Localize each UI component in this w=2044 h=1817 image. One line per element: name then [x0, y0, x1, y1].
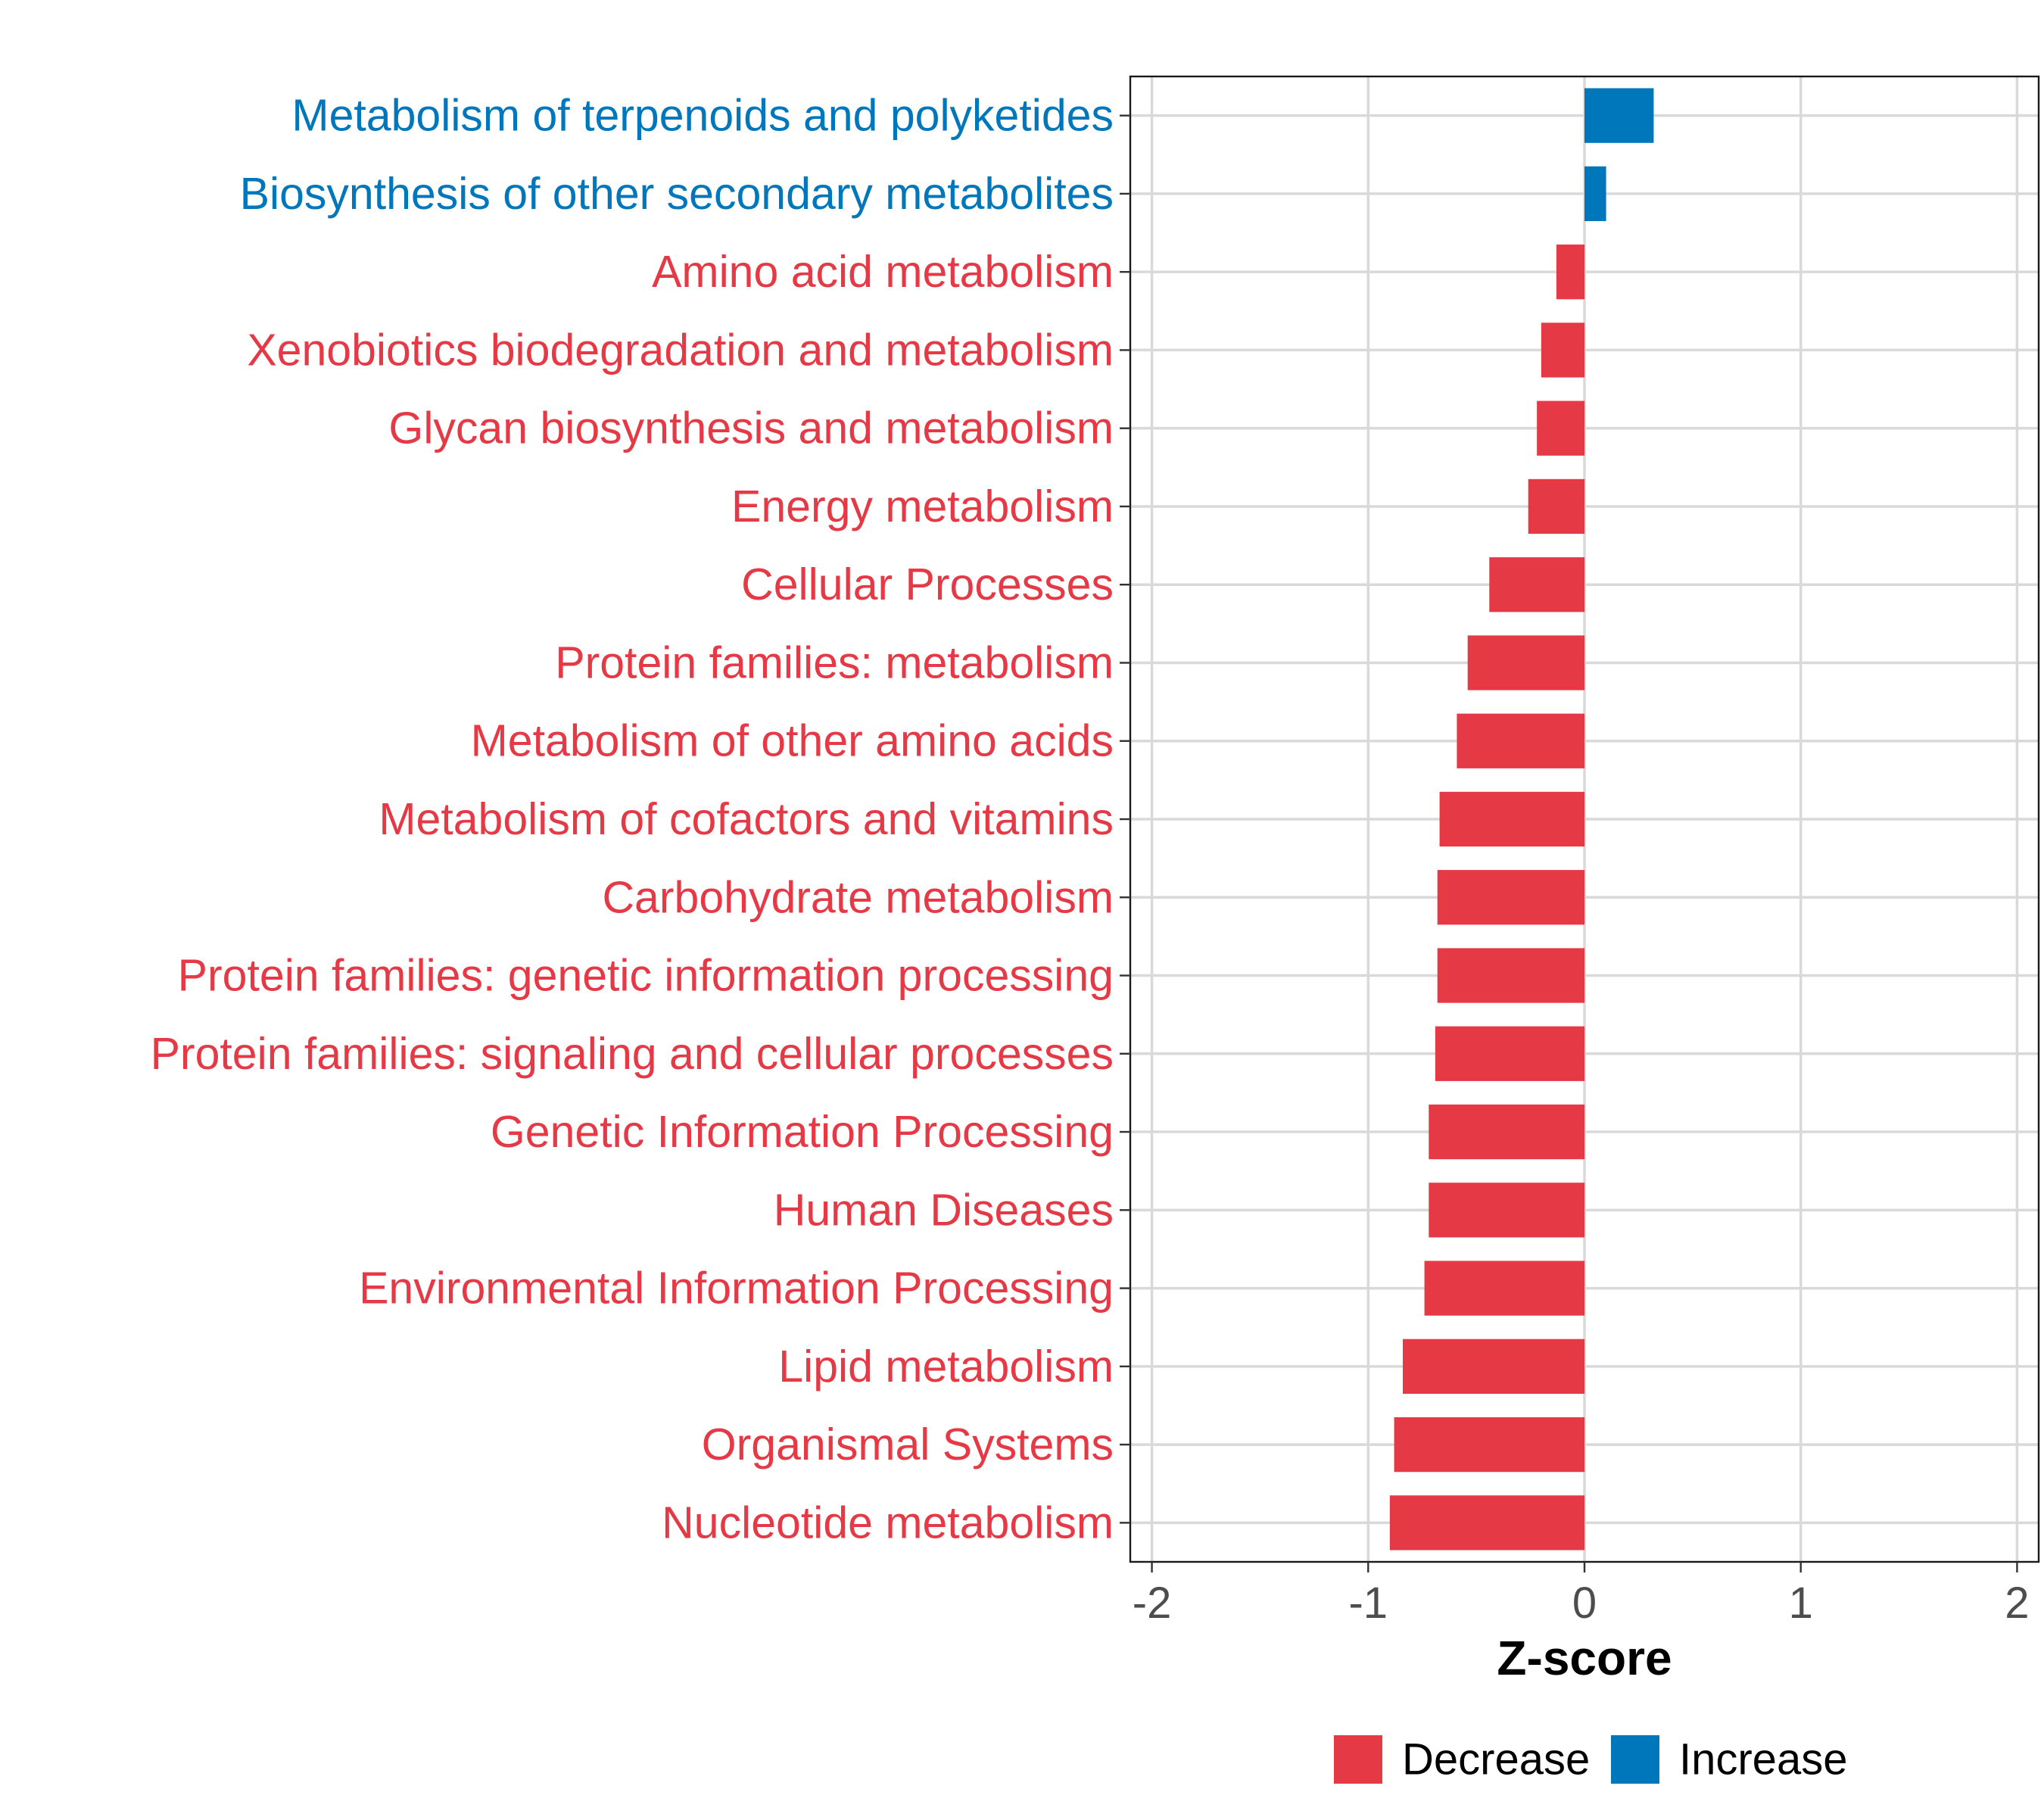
x-axis-title: Z-score — [1497, 1631, 1672, 1685]
bar — [1528, 478, 1584, 535]
y-axis: Metabolism of terpenoids and polyketides… — [151, 91, 1130, 1547]
bar — [1489, 557, 1584, 612]
bar — [1424, 1261, 1584, 1316]
x-tick-label: -1 — [1348, 1579, 1388, 1628]
y-tick-label: Protein families: signaling and cellular… — [151, 1029, 1114, 1079]
bar — [1467, 635, 1584, 690]
y-tick-label: Metabolism of cofactors and vitamins — [379, 794, 1114, 844]
y-tick-label: Genetic Information Processing — [491, 1107, 1114, 1157]
bar — [1394, 1417, 1584, 1473]
y-tick-label: Metabolism of other amino acids — [471, 716, 1114, 766]
bar — [1437, 870, 1584, 925]
legend: Decrease Increase — [1334, 1735, 1847, 1784]
legend-label-decrease: Decrease — [1402, 1735, 1590, 1784]
y-tick-label: Energy metabolism — [731, 482, 1114, 531]
bar — [1556, 245, 1584, 300]
legend-swatch-increase — [1611, 1735, 1659, 1784]
bar — [1429, 1104, 1584, 1160]
x-tick-label: -2 — [1133, 1579, 1172, 1628]
bar — [1584, 166, 1606, 222]
bar — [1429, 1183, 1584, 1238]
bar — [1537, 400, 1584, 456]
y-tick-label: Organismal Systems — [702, 1420, 1114, 1469]
x-axis: -2 -1 0 1 2 — [1133, 1562, 2030, 1628]
bar — [1457, 713, 1584, 768]
y-tick-label: Glycan biosynthesis and metabolism — [388, 404, 1114, 453]
bar-layer — [1389, 88, 1654, 1551]
y-tick-label: Cellular Processes — [741, 559, 1114, 609]
legend-swatch-decrease — [1334, 1735, 1382, 1784]
x-tick-label: 2 — [2005, 1579, 2029, 1628]
y-tick-label: Xenobiotics biodegradation and metabolis… — [247, 325, 1114, 375]
y-tick-label: Amino acid metabolism — [652, 247, 1114, 297]
bar — [1541, 323, 1584, 378]
legend-label-increase: Increase — [1679, 1735, 1847, 1784]
bar — [1584, 88, 1654, 143]
y-tick-label: Biosynthesis of other secondary metaboli… — [240, 169, 1114, 219]
bar — [1389, 1495, 1584, 1551]
bar — [1403, 1339, 1584, 1394]
x-tick-label: 1 — [1789, 1579, 1813, 1628]
y-tick-label: Lipid metabolism — [778, 1342, 1114, 1392]
bar — [1437, 948, 1584, 1003]
x-tick-label: 0 — [1572, 1579, 1597, 1628]
y-tick-label: Environmental Information Processing — [359, 1264, 1114, 1314]
y-tick-label: Protein families: metabolism — [555, 637, 1114, 687]
y-tick-label: Carbohydrate metabolism — [602, 872, 1114, 922]
y-tick-label: Human Diseases — [774, 1185, 1114, 1235]
bar — [1435, 1026, 1584, 1081]
y-tick-label: Nucleotide metabolism — [662, 1498, 1114, 1547]
y-tick-label: Metabolism of terpenoids and polyketides — [291, 91, 1114, 141]
y-tick-label: Protein families: genetic information pr… — [178, 951, 1114, 1001]
bar — [1439, 791, 1584, 847]
